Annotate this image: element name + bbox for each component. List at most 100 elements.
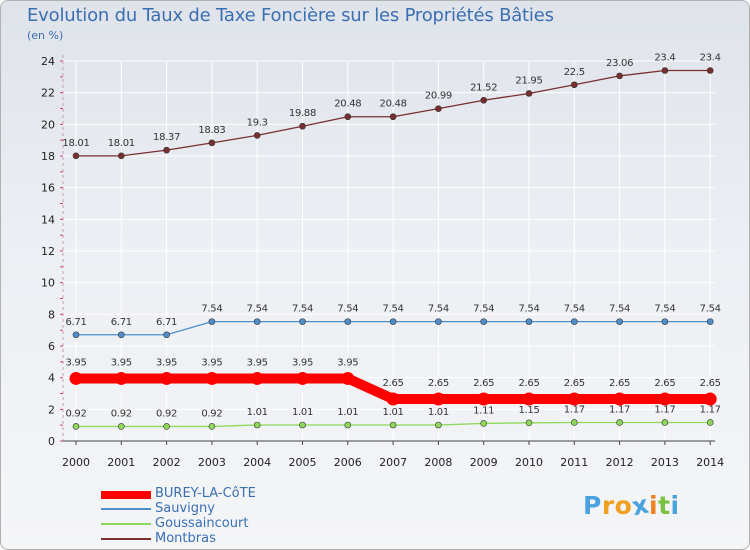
x-tick-label: 2007	[379, 456, 407, 469]
point-sauvigny	[616, 318, 623, 325]
data-label-montbras: 19.88	[289, 108, 316, 119]
data-label-goussaincourt: 1.01	[383, 407, 404, 418]
point-sauvigny	[253, 318, 261, 325]
chart-title: Evolution du Taux de Taxe Foncière sur l…	[27, 5, 554, 26]
point-montbras	[706, 67, 714, 74]
x-tick-label: 2004	[243, 456, 271, 469]
data-label-burey-la-c-te: 2.65	[700, 378, 721, 389]
y-tick-label: 24	[41, 55, 55, 68]
logo-letter: i	[649, 491, 659, 520]
data-label-sauvigny: 7.54	[700, 304, 721, 315]
data-label-sauvigny: 7.54	[473, 304, 494, 315]
x-tick-label: 2014	[696, 456, 724, 469]
x-tick-label: 2010	[515, 456, 543, 469]
point-burey-la-c-te	[69, 371, 83, 385]
x-tick-label: 2012	[606, 456, 634, 469]
proxiti-logo: Proxiti	[583, 490, 680, 522]
point-goussaincourt	[525, 419, 533, 427]
legend-swatch-sauvigny	[101, 508, 151, 510]
point-goussaincourt	[163, 423, 170, 430]
data-label-montbras: 22.5	[564, 67, 585, 78]
point-sauvigny	[118, 331, 125, 339]
data-label-sauvigny: 7.54	[564, 304, 585, 315]
data-label-burey-la-c-te: 2.65	[609, 378, 630, 389]
data-label-burey-la-c-te: 2.65	[518, 378, 539, 389]
x-tick-label: 2000	[62, 456, 90, 469]
logo-letter: r	[601, 491, 615, 520]
data-label-burey-la-c-te: 2.65	[654, 378, 675, 389]
data-label-sauvigny: 7.54	[609, 304, 630, 315]
data-label-montbras: 18.37	[153, 132, 180, 143]
data-label-montbras: 23.4	[654, 53, 675, 64]
data-label-burey-la-c-te: 3.95	[156, 357, 177, 368]
point-sauvigny	[480, 318, 488, 325]
data-label-montbras: 23.06	[606, 58, 633, 69]
legend-label-goussaincourt: Goussaincourt	[155, 516, 249, 531]
legend-label-montbras: Montbras	[155, 531, 216, 546]
data-label-montbras: 20.48	[380, 99, 407, 110]
point-burey-la-c-te	[250, 371, 264, 385]
point-goussaincourt	[616, 419, 623, 426]
point-goussaincourt	[435, 421, 442, 429]
point-goussaincourt	[118, 423, 125, 430]
point-montbras	[118, 152, 125, 160]
data-label-sauvigny: 7.54	[428, 304, 449, 315]
y-tick-label: 0	[48, 435, 55, 448]
x-tick-label: 2011	[560, 456, 588, 469]
point-montbras	[163, 146, 170, 154]
y-tick-label: 8	[48, 308, 55, 321]
x-tick-label: 2008	[424, 456, 452, 469]
y-tick-label: 16	[41, 182, 55, 195]
logo-letter: P	[583, 491, 602, 520]
point-goussaincourt	[253, 421, 261, 429]
y-tick-label: 4	[48, 372, 55, 385]
point-burey-la-c-te	[567, 392, 581, 406]
point-goussaincourt	[570, 419, 578, 426]
x-tick-label: 2013	[651, 456, 679, 469]
data-label-sauvigny: 6.71	[156, 317, 177, 328]
data-label-goussaincourt: 1.01	[292, 407, 313, 418]
point-sauvigny	[163, 331, 170, 339]
point-goussaincourt	[480, 420, 488, 427]
data-label-burey-la-c-te: 3.95	[337, 357, 358, 368]
logo-letter: t	[658, 491, 671, 520]
logo-letter: o	[614, 491, 633, 520]
y-tick-label: 18	[41, 150, 55, 163]
point-goussaincourt	[661, 419, 669, 426]
data-label-goussaincourt: 1.15	[518, 405, 539, 416]
point-sauvigny	[389, 318, 397, 325]
data-label-goussaincourt: 0.92	[156, 408, 177, 419]
data-label-burey-la-c-te: 3.95	[247, 357, 268, 368]
data-label-burey-la-c-te: 3.95	[111, 357, 132, 368]
point-sauvigny	[525, 318, 533, 325]
point-sauvigny	[435, 318, 442, 325]
data-label-goussaincourt: 1.17	[564, 404, 585, 415]
point-burey-la-c-te	[477, 392, 491, 406]
data-label-montbras: 20.48	[334, 99, 361, 110]
point-sauvigny	[208, 318, 216, 325]
data-label-montbras: 21.52	[470, 82, 497, 93]
data-label-goussaincourt: 1.01	[428, 407, 449, 418]
data-label-sauvigny: 7.54	[201, 304, 222, 315]
data-label-sauvigny: 7.54	[337, 304, 358, 315]
point-sauvigny	[344, 318, 352, 325]
legend-swatch-burey	[101, 491, 151, 499]
point-montbras	[570, 81, 578, 89]
data-label-goussaincourt: 1.11	[473, 405, 494, 416]
data-label-goussaincourt: 0.92	[201, 408, 222, 419]
point-burey-la-c-te	[160, 371, 174, 385]
point-burey-la-c-te	[431, 392, 445, 406]
data-label-montbras: 18.01	[108, 138, 135, 149]
data-label-sauvigny: 7.54	[292, 304, 313, 315]
point-goussaincourt	[72, 423, 80, 430]
x-tick-label: 2003	[198, 456, 226, 469]
data-label-burey-la-c-te: 2.65	[428, 378, 449, 389]
point-montbras	[525, 90, 533, 97]
y-tick-label: 22	[41, 87, 55, 100]
data-label-burey-la-c-te: 3.95	[201, 357, 222, 368]
point-burey-la-c-te	[114, 371, 128, 385]
logo-letter: i	[670, 491, 680, 520]
point-montbras	[344, 113, 352, 121]
